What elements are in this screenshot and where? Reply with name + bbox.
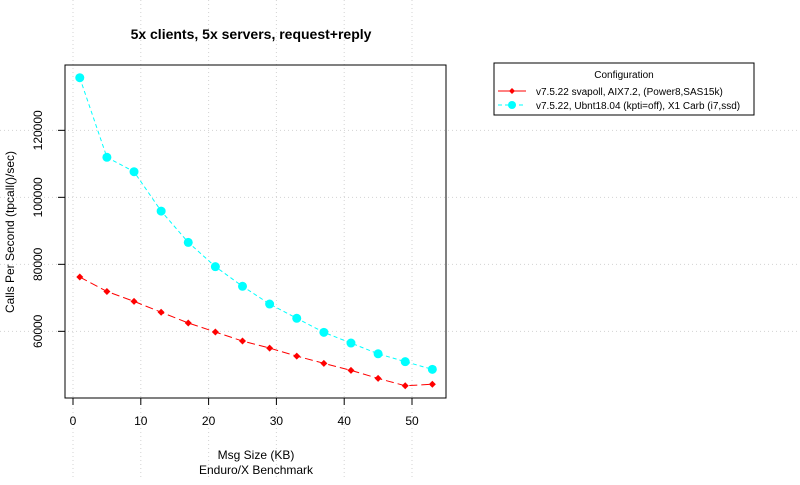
data-point — [292, 313, 302, 323]
data-point — [374, 374, 382, 382]
series-line — [79, 276, 433, 387]
data-point — [401, 382, 409, 390]
data-point — [293, 352, 301, 360]
y-tick-label: 120000 — [31, 110, 45, 150]
chart-title: 5x clients, 5x servers, request+reply — [131, 26, 372, 42]
data-point — [76, 273, 84, 281]
series-line — [79, 77, 433, 370]
series-1 — [76, 273, 436, 390]
y-tick-label: 60000 — [31, 314, 45, 348]
data-point — [184, 319, 192, 327]
data-point — [103, 287, 111, 295]
legend-title: Configuration — [594, 70, 653, 81]
data-point — [427, 364, 437, 374]
data-point — [210, 262, 220, 272]
data-point — [75, 73, 85, 83]
legend-item: v7.5.22 svapoll, AIX7.2, (Power8,SAS15k) — [498, 87, 723, 98]
data-point — [183, 237, 193, 247]
data-point — [157, 308, 165, 316]
series-group — [75, 73, 437, 390]
legend-label: v7.5.22, Ubnt18.04 (kpti=off), X1 Carb (… — [536, 101, 740, 112]
y-axis-label: Calls Per Second (tpcall()/sec) — [3, 151, 17, 313]
legend-item: v7.5.22, Ubnt18.04 (kpti=off), X1 Carb (… — [498, 101, 740, 112]
data-point — [156, 206, 166, 216]
data-point — [129, 167, 139, 177]
data-point — [265, 299, 275, 309]
legend-marker — [508, 101, 516, 109]
data-point — [238, 281, 247, 291]
plot-area-frame — [64, 64, 447, 399]
x-tick-label: 30 — [270, 414, 284, 428]
data-point — [428, 380, 436, 388]
data-point — [320, 359, 328, 367]
y-tick-label: 80000 — [31, 247, 45, 281]
data-point — [319, 327, 329, 337]
legend-label: v7.5.22 svapoll, AIX7.2, (Power8,SAS15k) — [536, 87, 723, 98]
x-axis-label: Msg Size (KB) — [218, 448, 295, 462]
data-point — [239, 337, 246, 345]
series-2 — [75, 73, 437, 374]
x-tick-label: 40 — [338, 414, 352, 428]
data-point — [102, 152, 112, 162]
data-point — [266, 344, 274, 352]
data-point — [346, 338, 356, 348]
data-point — [347, 366, 355, 374]
data-point — [373, 349, 383, 359]
chart-subtitle: Enduro/X Benchmark — [199, 463, 314, 477]
data-point — [130, 297, 138, 305]
x-tick-label: 0 — [70, 414, 77, 428]
legend-marker — [509, 88, 515, 94]
data-point — [400, 357, 410, 367]
x-tick-label: 10 — [134, 414, 148, 428]
axes: 0 10 20 30 40 50 60000 80000 100000 120000 — [31, 110, 419, 428]
x-tick-label: 50 — [405, 414, 419, 428]
legend-box — [493, 62, 755, 116]
data-point — [211, 328, 219, 336]
y-tick-label: 100000 — [31, 177, 45, 217]
legend: Configuration v7.5.22 svapoll, AIX7.2, (… — [493, 62, 755, 116]
x-tick-label: 20 — [202, 414, 216, 428]
